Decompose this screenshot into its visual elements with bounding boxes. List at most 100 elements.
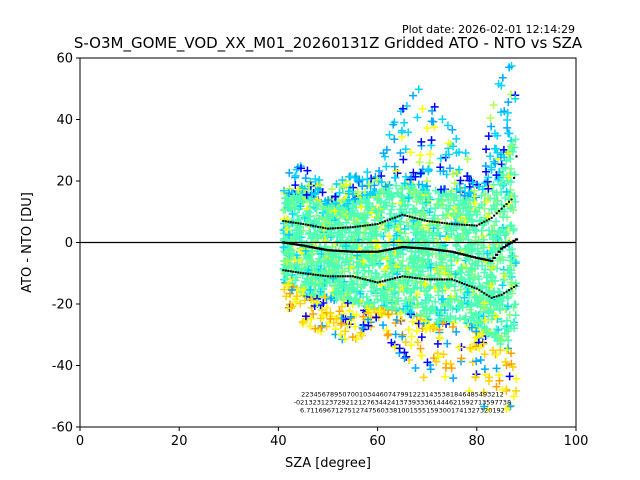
upper-sigma-mark xyxy=(448,222,451,225)
data-point xyxy=(480,350,489,359)
upper-sigma-mark xyxy=(324,227,327,230)
data-point xyxy=(467,299,476,308)
data-point xyxy=(321,237,330,246)
data-point xyxy=(343,199,352,208)
data-point xyxy=(388,202,397,211)
data-point xyxy=(454,200,463,209)
data-point xyxy=(373,295,382,304)
upper-sigma-mark xyxy=(433,220,436,223)
data-point xyxy=(500,207,509,216)
data-point xyxy=(298,317,307,326)
data-point xyxy=(467,345,476,354)
data-point xyxy=(500,231,509,240)
data-point xyxy=(421,280,430,289)
data-point xyxy=(310,218,319,227)
data-point xyxy=(419,373,428,382)
data-point xyxy=(296,164,305,173)
data-point xyxy=(284,189,293,198)
data-point xyxy=(382,162,391,171)
upper-sigma-mark xyxy=(458,223,461,226)
y-tick-label: -20 xyxy=(52,298,73,313)
data-point xyxy=(384,221,393,230)
data-point xyxy=(395,344,404,353)
data-point xyxy=(422,323,431,332)
data-point xyxy=(499,213,508,222)
data-point xyxy=(353,251,362,260)
data-point xyxy=(409,168,418,177)
data-point xyxy=(349,280,358,289)
data-point xyxy=(292,192,301,201)
data-point xyxy=(511,259,520,268)
data-point xyxy=(380,242,389,251)
lower-sigma-mark xyxy=(416,277,419,280)
data-point xyxy=(464,242,473,251)
data-point xyxy=(413,300,422,309)
data-point xyxy=(409,216,418,225)
data-point xyxy=(470,199,479,208)
upper-sigma-mark xyxy=(463,223,466,226)
lower-sigma-mark xyxy=(294,271,297,274)
data-point xyxy=(356,328,365,337)
data-point xyxy=(311,237,320,246)
upper-sigma-mark xyxy=(403,214,406,217)
data-point xyxy=(492,188,501,197)
data-point xyxy=(394,237,403,246)
data-point xyxy=(296,299,305,308)
data-point xyxy=(396,149,405,158)
data-point xyxy=(466,344,475,353)
data-point xyxy=(492,217,501,226)
data-point xyxy=(417,215,426,224)
data-point xyxy=(315,281,324,290)
lower-sigma-mark xyxy=(441,278,444,281)
data-point xyxy=(365,261,374,270)
data-point xyxy=(445,164,454,173)
upper-sigma-mark xyxy=(426,219,429,222)
lower-sigma-mark xyxy=(485,293,488,296)
data-point xyxy=(303,259,312,268)
upper-sigma-mark xyxy=(490,216,493,219)
data-point xyxy=(381,270,390,279)
data-point xyxy=(476,356,485,365)
data-point xyxy=(484,173,493,182)
lower-sigma-mark xyxy=(458,281,461,284)
data-points xyxy=(279,61,521,413)
data-point xyxy=(382,201,391,210)
data-point xyxy=(468,217,477,226)
upper-sigma-mark xyxy=(498,209,501,212)
data-point xyxy=(491,129,500,138)
data-point xyxy=(492,264,501,273)
data-point xyxy=(311,175,320,184)
data-point xyxy=(393,188,402,197)
data-point xyxy=(409,91,418,100)
upper-sigma-mark xyxy=(488,218,491,221)
data-point xyxy=(463,155,472,164)
upper-sigma-mark xyxy=(354,225,357,228)
upper-sigma-mark xyxy=(356,225,359,228)
lower-sigma-mark xyxy=(463,283,466,286)
data-point xyxy=(450,179,459,188)
x-tick-label: 80 xyxy=(469,434,486,449)
lower-sigma-mark xyxy=(495,295,498,298)
upper-sigma-mark xyxy=(374,223,377,226)
data-point xyxy=(317,202,326,211)
data-point xyxy=(489,101,498,110)
data-point xyxy=(479,388,488,397)
data-point xyxy=(430,123,439,132)
data-point xyxy=(408,317,417,326)
data-point xyxy=(510,252,519,261)
data-point xyxy=(424,167,433,176)
lower-sigma-mark xyxy=(366,279,369,282)
data-point xyxy=(444,297,453,306)
data-point xyxy=(363,175,372,184)
data-point xyxy=(343,321,352,330)
data-point xyxy=(489,346,498,355)
data-point xyxy=(347,232,356,241)
data-point xyxy=(377,178,386,187)
data-point xyxy=(482,145,491,154)
data-point xyxy=(286,289,295,298)
data-point xyxy=(401,172,410,181)
data-point xyxy=(448,323,457,332)
data-point xyxy=(430,264,439,273)
lower-sigma-mark xyxy=(356,276,359,279)
lower-sigma-mark xyxy=(386,279,389,282)
